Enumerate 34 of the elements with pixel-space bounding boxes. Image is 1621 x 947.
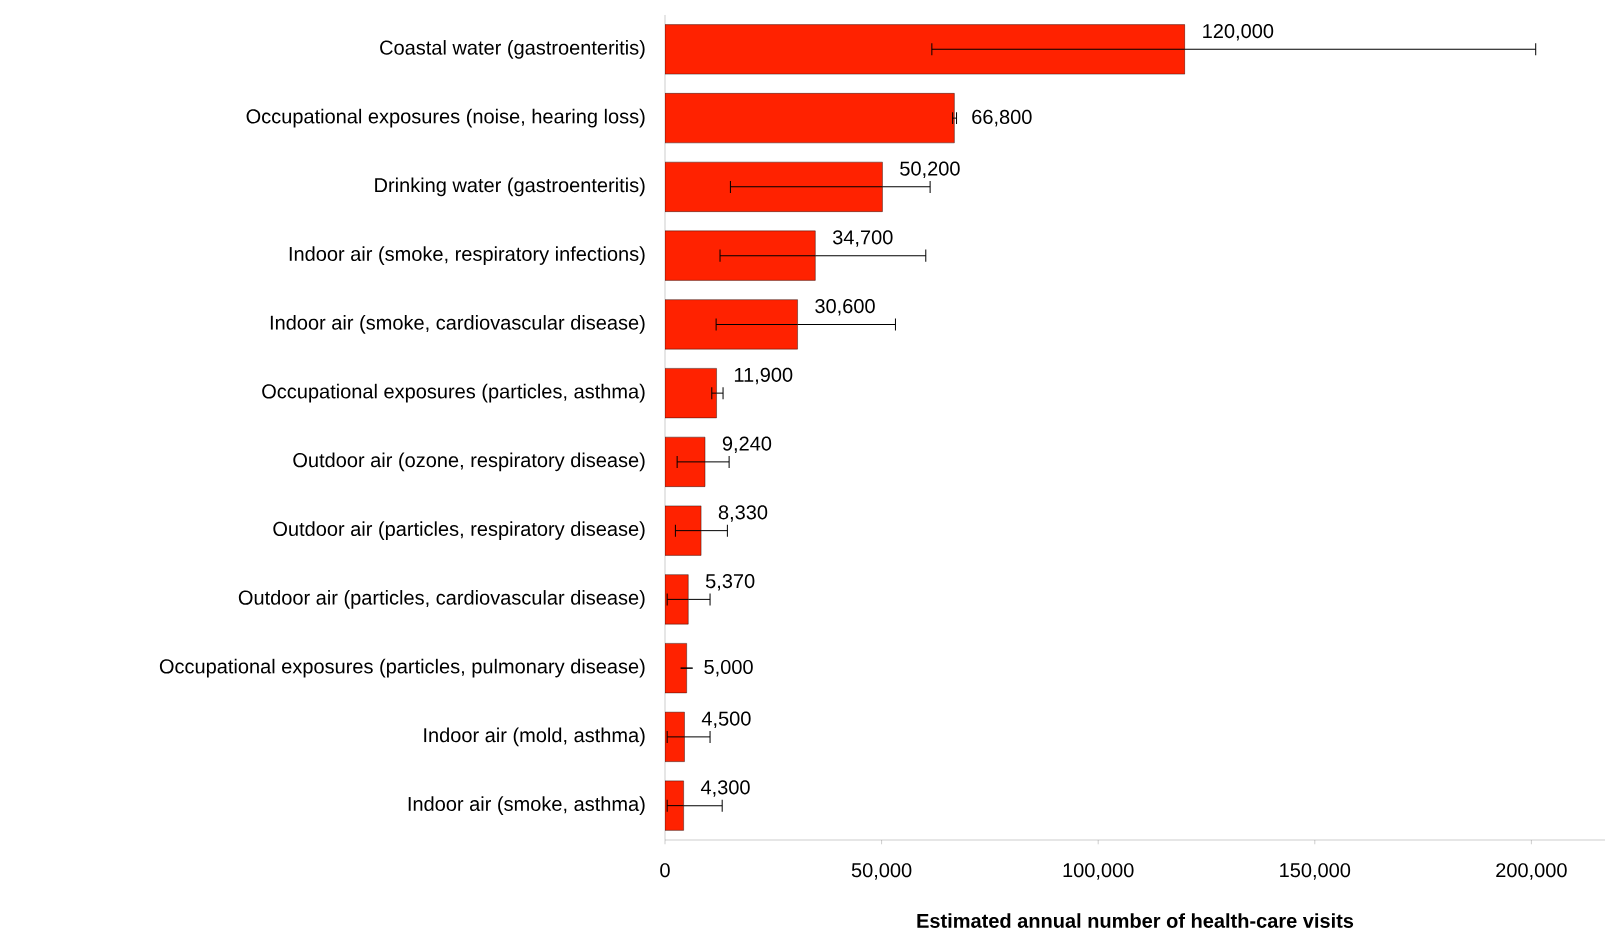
bar — [665, 93, 955, 144]
y-tick-label: Outdoor air (ozone, respiratory disease) — [293, 452, 645, 472]
y-tick-label: Drinking water (gastroenteritis) — [375, 177, 645, 197]
data-label: 4,300 — [700, 780, 750, 797]
data-label: 4,500 — [701, 711, 751, 729]
x-axis-title: Estimated annual number of health-care visits — [917, 913, 1354, 928]
y-tick-label: Occupational exposures (particles, pulmonary disease) — [159, 658, 645, 678]
data-label: 120,000 — [1203, 23, 1274, 41]
data-label: 5,000 — [704, 659, 753, 677]
x-tick-label: 150,000 — [1280, 863, 1351, 880]
y-tick-label: Indoor air (smoke, asthma) — [408, 796, 645, 815]
y-tick-label: Indoor air (smoke, cardiovascular disease) — [270, 315, 645, 334]
data-label: 30,600 — [815, 298, 875, 316]
x-tick-label: 100,000 — [1063, 863, 1134, 880]
y-tick-label: Coastal water (gastroenteritis) — [380, 40, 645, 59]
data-label: 50,200 — [900, 161, 960, 179]
data-label: 5,370 — [705, 574, 755, 591]
y-tick-label: Outdoor air (particles, cardiovascular disease) — [238, 590, 645, 609]
y-tick-label: Indoor air (smoke, respiratory infections) — [289, 246, 645, 265]
data-label: 8,330 — [718, 505, 768, 522]
data-label: 11,900 — [734, 367, 793, 385]
x-tick-label: 200,000 — [1496, 863, 1567, 880]
data-label: 9,240 — [722, 436, 772, 454]
x-tick-label: 0 — [660, 863, 670, 878]
y-tick-label: Occupational exposures (particles, asthma) — [262, 383, 645, 403]
bar — [665, 24, 1186, 75]
x-tick-label: 50,000 — [851, 863, 912, 880]
y-tick-label: Indoor air (mold, asthma) — [424, 727, 645, 747]
y-tick-label: Outdoor air (particles, respiratory disease) — [273, 521, 645, 540]
bar — [665, 780, 684, 831]
data-label: 34,700 — [832, 230, 893, 247]
y-tick-label: Occupational exposures (noise, hearing loss) — [246, 108, 645, 128]
bar — [665, 368, 717, 419]
data-label: 66,800 — [972, 109, 1032, 127]
